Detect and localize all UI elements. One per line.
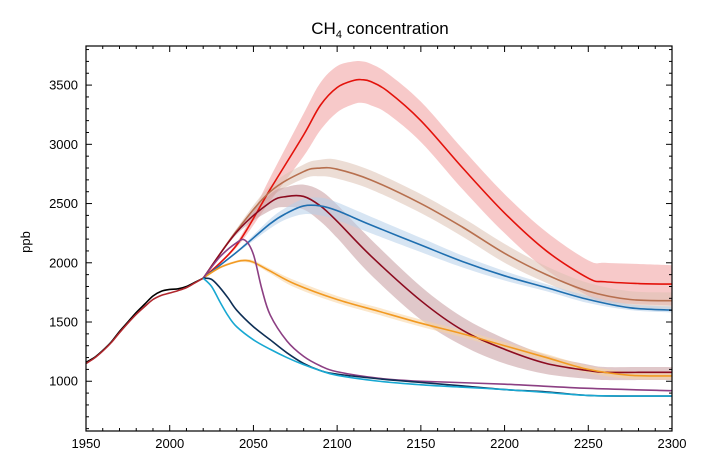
x-tick-label: 2050 <box>239 436 268 451</box>
y-tick-label: 3500 <box>49 78 78 93</box>
series-0-uncertainty-band <box>203 60 672 306</box>
x-tick-label: 1950 <box>72 436 101 451</box>
series-5-line <box>202 238 672 392</box>
x-tick-label: 2100 <box>323 436 352 451</box>
x-tick-label: 2200 <box>490 436 519 451</box>
series-0-line <box>202 78 672 285</box>
y-tick-label: 1500 <box>49 315 78 330</box>
axis-ticks: 1950 2000 2050 2100 2150 2200 2250 2300 1000 1500… <box>49 46 686 451</box>
series-1-line <box>202 166 672 302</box>
x-tick-label: 2300 <box>658 436 687 451</box>
chart-title: CH4 concentration <box>311 19 448 41</box>
series-3-line <box>202 204 672 311</box>
x-tick-label: 2000 <box>155 436 184 451</box>
y-tick-label: 3000 <box>49 137 78 152</box>
y-axis-label: ppb <box>18 231 33 253</box>
series-3-uncertainty-band <box>203 197 672 313</box>
y-tick-label: 2000 <box>49 255 78 270</box>
series-7-line <box>202 277 672 397</box>
y-tick-label: 2500 <box>49 196 78 211</box>
plot-area <box>86 60 672 397</box>
historical-line-1 <box>86 277 204 365</box>
plot-frame <box>85 45 673 432</box>
series-1-uncertainty-band <box>203 158 672 309</box>
y-tick-label: 1000 <box>49 374 78 389</box>
x-tick-label: 2150 <box>406 436 435 451</box>
x-tick-label: 2250 <box>574 436 603 451</box>
series-4-line <box>202 259 672 377</box>
